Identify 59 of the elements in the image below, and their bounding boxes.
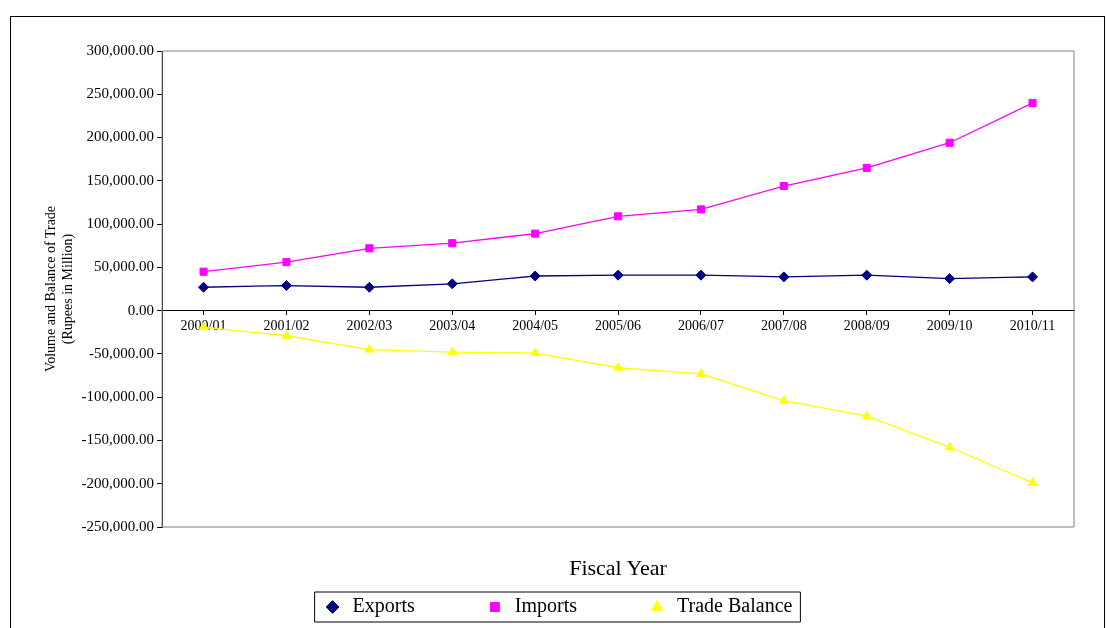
x-axis-title: Fiscal Year <box>569 554 668 580</box>
point <box>779 181 788 191</box>
y-tick-label: 150,000.00 <box>86 171 155 188</box>
y-tick-label: 300,000.00 <box>86 41 155 58</box>
x-tick-label: 2001/02 <box>263 317 310 333</box>
y-tick-label: -200,000.00 <box>81 474 155 491</box>
legend-label: Trade Balance <box>677 594 793 617</box>
x-tick-label: 2005/06 <box>595 317 641 333</box>
point <box>861 410 872 420</box>
legend-label: Imports <box>514 594 578 618</box>
point <box>944 441 955 451</box>
x-tick-label: 2004/05 <box>512 317 559 333</box>
y-tick-label: -150,000.00 <box>81 431 155 448</box>
point <box>198 281 210 293</box>
legend-label: Exports <box>352 594 416 618</box>
point <box>363 281 375 293</box>
x-tick-label: 2009/10 <box>926 317 973 333</box>
point <box>614 212 623 221</box>
point <box>199 267 208 276</box>
point <box>696 368 706 377</box>
y-tick-label: 0.00 <box>127 301 155 318</box>
point <box>861 269 873 281</box>
y-axis-title: Volume and Balance of Trade (Rupees in Million) <box>43 205 76 373</box>
point <box>613 362 623 371</box>
point <box>282 258 291 267</box>
y-tick-label: -50,000.00 <box>89 344 155 361</box>
point <box>779 395 789 404</box>
y-tick-label: 250,000.00 <box>86 85 155 102</box>
point <box>1027 477 1038 486</box>
point <box>696 205 705 214</box>
point <box>529 270 541 282</box>
y-tick-label: 100,000.00 <box>86 215 155 232</box>
x-tick-label: 2007/08 <box>760 317 807 333</box>
x-tick-label: 2006/07 <box>678 317 724 333</box>
x-tick-label: 2010/11 <box>1009 317 1056 333</box>
point <box>862 163 871 172</box>
point <box>364 344 375 353</box>
point <box>944 273 956 285</box>
point <box>365 244 374 253</box>
point <box>447 346 458 356</box>
x-tick-label: 2003/04 <box>429 317 476 333</box>
point <box>695 269 707 281</box>
point <box>1028 98 1037 107</box>
point <box>531 229 540 238</box>
y-tick-label: -250,000.00 <box>81 517 155 534</box>
point <box>280 280 292 292</box>
point <box>945 138 954 147</box>
point <box>1027 271 1039 283</box>
point <box>281 330 292 339</box>
y-tick-label: -100,000.00 <box>81 388 155 405</box>
y-tick-label: 50,000.00 <box>94 258 155 275</box>
point <box>446 278 458 290</box>
point <box>530 347 540 357</box>
x-tick-label: 2002/03 <box>346 317 393 333</box>
point <box>778 271 790 283</box>
point <box>448 239 457 248</box>
y-tick-label: 200,000.00 <box>86 128 155 145</box>
point <box>612 269 624 281</box>
x-tick-label: 2008/09 <box>843 317 890 333</box>
